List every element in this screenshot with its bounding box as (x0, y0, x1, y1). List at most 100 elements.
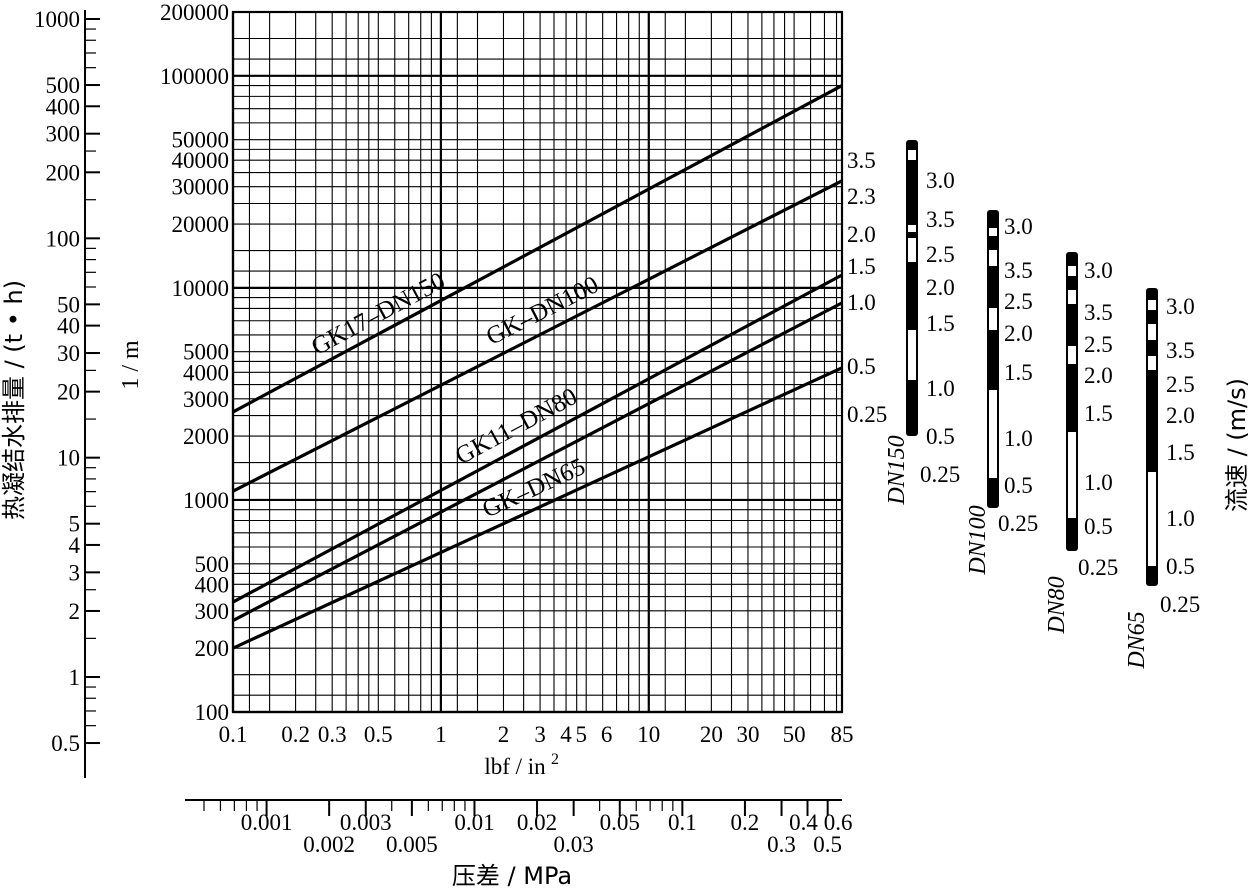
velocity-label: 3.5 (926, 207, 955, 232)
x-axis-label-sup: 2 (551, 751, 559, 768)
velocity-label: 0.25 (920, 462, 960, 487)
series-line-unlabeled (232, 301, 843, 622)
y-tick-label: 300 (195, 599, 230, 624)
velocity-label: 3.5 (1084, 300, 1113, 325)
y-tick-label: 5000 (183, 340, 229, 365)
velocity-label: 0.25 (998, 511, 1038, 536)
velocity-label: 3.0 (926, 168, 955, 193)
velocity-label: 0.5 (1084, 514, 1113, 539)
mpa-tick-label: 0.4 (789, 810, 818, 835)
y-tick-label: 40000 (172, 148, 230, 173)
velocity-label: 3.0 (1166, 294, 1195, 319)
left-tick-label: 10 (57, 446, 80, 471)
velocity-label: 3.0 (1084, 258, 1113, 283)
velocity-bar-gap (989, 228, 997, 236)
x-tick-label: 30 (736, 722, 759, 747)
mpa-tick-label: 0.2 (731, 810, 760, 835)
left-tick-label: 400 (46, 94, 81, 119)
velocity-label: 3.5 (1166, 338, 1195, 363)
right-scale-label: 0.5 (847, 354, 876, 379)
velocity-bar-gap (1068, 290, 1076, 304)
series-line (232, 273, 843, 604)
mpa-tick-label: 0.03 (554, 832, 594, 857)
x-tick-label: 50 (783, 722, 806, 747)
velocity-label: 2.5 (1004, 289, 1033, 314)
x-tick-label: 1 (435, 722, 447, 747)
velocity-bar (906, 140, 918, 436)
velocity-label: 1.5 (1004, 360, 1033, 385)
velocity-bar-gap (908, 150, 916, 160)
series-lines (232, 84, 843, 650)
velocity-label: 2.0 (926, 275, 955, 300)
velocity-label: 1.0 (1004, 426, 1033, 451)
left-tick-label: 2 (69, 599, 81, 624)
y-tick-label: 2000 (183, 424, 229, 449)
y-tick-label: 30000 (172, 175, 230, 200)
left-tick-label: 3 (69, 560, 81, 585)
velocity-bar-gap (1148, 300, 1156, 310)
left-tick-label: 0.5 (51, 731, 80, 756)
x-tick-label: 0.3 (318, 722, 347, 747)
velocity-bar-gap (908, 225, 916, 232)
series-line (232, 84, 843, 414)
velocity-label: 2.5 (1166, 372, 1195, 397)
mpa-tick-label: 0.005 (386, 832, 438, 857)
velocity-label: 1.5 (926, 311, 955, 336)
velocity-bar-gap (989, 250, 997, 266)
left-tick-label: 40 (57, 314, 80, 339)
right-scale-label: 2.3 (847, 184, 876, 209)
velocity-bar-name: DN100 (965, 505, 991, 575)
x-tick-label: 0.5 (364, 722, 393, 747)
y-tick-label: 400 (195, 572, 230, 597)
plot-border (231, 10, 844, 714)
y-tick-label: 4000 (183, 360, 229, 385)
mpa-tick-label: 0.002 (303, 832, 355, 857)
mpa-tick-label: 0.001 (241, 810, 293, 835)
y-tick-label: 20000 (172, 212, 230, 237)
velocity-label: 1.0 (1084, 470, 1113, 495)
right-scale-label: 2.0 (847, 222, 876, 247)
left-tick-label: 1000 (34, 7, 80, 32)
velocity-bar-gap (908, 238, 916, 262)
x-tick-label: 6 (601, 722, 613, 747)
y-tick-label: 100000 (160, 64, 229, 89)
velocity-label: 0.5 (926, 424, 955, 449)
y-tick-label: 10000 (172, 276, 230, 301)
right-scale-label: 0.25 (847, 402, 887, 427)
velocity-bar-gap (989, 390, 997, 478)
y-tick-label: 200000 (160, 0, 229, 25)
velocity-bar-gap (1148, 324, 1156, 340)
x-tick-label: 20 (700, 722, 723, 747)
series-line (232, 179, 843, 493)
velocity-label: 0.25 (1160, 592, 1200, 617)
right-scale-label: 3.5 (847, 148, 876, 173)
velocity-bar-name: DN80 (1044, 576, 1070, 634)
velocity-label: 0.25 (1078, 555, 1118, 580)
mpa-tick-label: 0.003 (340, 810, 392, 835)
velocity-bar-gap (989, 308, 997, 330)
velocity-label: 2.0 (1166, 403, 1195, 428)
x-tick-label: 5 (575, 722, 587, 747)
mpa-tick-label: 0.02 (517, 810, 557, 835)
x-tick-label: 0.1 (219, 722, 248, 747)
mpa-tick-label: 0.05 (600, 810, 640, 835)
velocity-label: 3.5 (1004, 258, 1033, 283)
y-tick-label: 200 (195, 636, 230, 661)
mpa-tick-label: 0.1 (668, 810, 697, 835)
velocity-label: 2.0 (1004, 321, 1033, 346)
velocity-label: 0.5 (1166, 554, 1195, 579)
velocity-label: 2.5 (926, 242, 955, 267)
left-tick-label: 200 (46, 160, 81, 185)
left-tick-label: 1 (69, 665, 81, 690)
x-tick-label: 4 (560, 722, 572, 747)
velocity-bar-gap (1068, 432, 1076, 518)
right-scale-label: 1.5 (847, 254, 876, 279)
x-tick-label: 0.2 (281, 722, 310, 747)
x-axis-label: lbf / in (484, 754, 546, 779)
grid (231, 11, 842, 714)
y-tick-label: 1000 (183, 488, 229, 513)
left-tick-label: 4 (69, 533, 81, 558)
left-tick-label: 50 (57, 292, 80, 317)
velocity-bar-gap (1068, 266, 1076, 276)
